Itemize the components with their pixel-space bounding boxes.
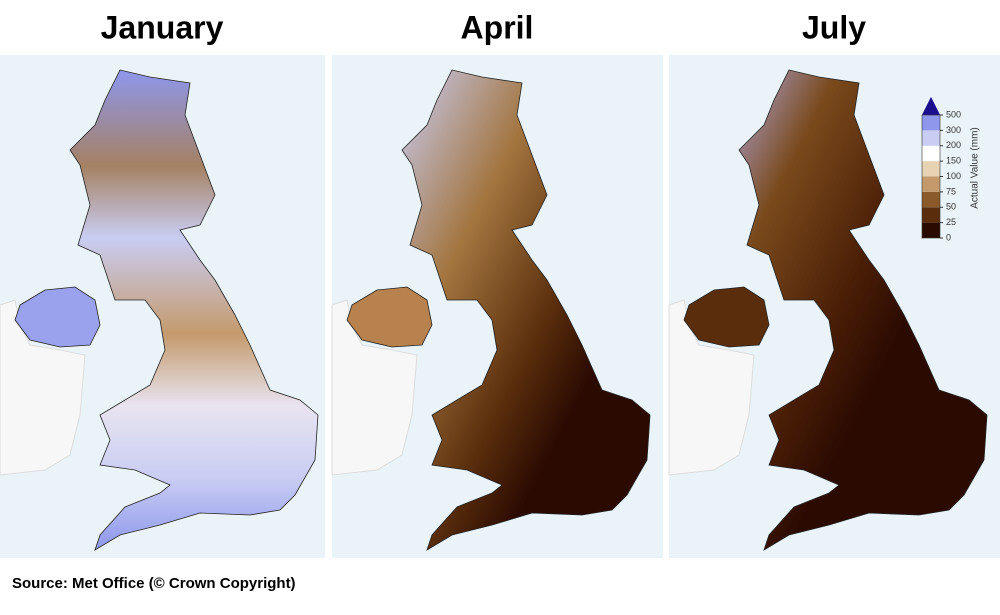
source-note: Source: Met Office (© Crown Copyright) — [12, 575, 296, 592]
colorbar-segment — [922, 145, 940, 162]
colorbar-segment — [922, 115, 940, 131]
colorbar-tick-label: 50 — [946, 202, 956, 212]
colorbar-extend — [922, 97, 940, 115]
colorbar-tick-label: 300 — [946, 125, 961, 135]
colorbar-segment — [922, 191, 940, 208]
colorbar-tick-label: 500 — [946, 109, 961, 119]
colorbar-segment — [922, 207, 940, 223]
colorbar-tick-label: 75 — [946, 186, 956, 196]
map-july — [668, 55, 1000, 558]
colorbar-segment — [922, 222, 940, 238]
map-january — [0, 55, 325, 558]
panel-title: January — [101, 9, 224, 45]
panel-title: July — [802, 9, 866, 45]
colorbar-tick-label: 0 — [946, 232, 951, 242]
colorbar-segment — [922, 130, 940, 146]
colorbar-tick-label: 25 — [946, 217, 956, 227]
colorbar-segment — [922, 161, 940, 177]
colorbar: 0 25 50 75 100 150 200 300 500 — [921, 97, 961, 242]
colorbar-label: Actual Value (mm) — [970, 127, 981, 209]
map-april — [331, 55, 663, 558]
colorbar-tick-label: 100 — [946, 171, 961, 181]
panel-title: April — [461, 9, 534, 45]
colorbar-tick-label: 150 — [946, 156, 961, 166]
colorbar-tick-label: 200 — [946, 140, 961, 150]
colorbar-segment — [922, 176, 940, 192]
